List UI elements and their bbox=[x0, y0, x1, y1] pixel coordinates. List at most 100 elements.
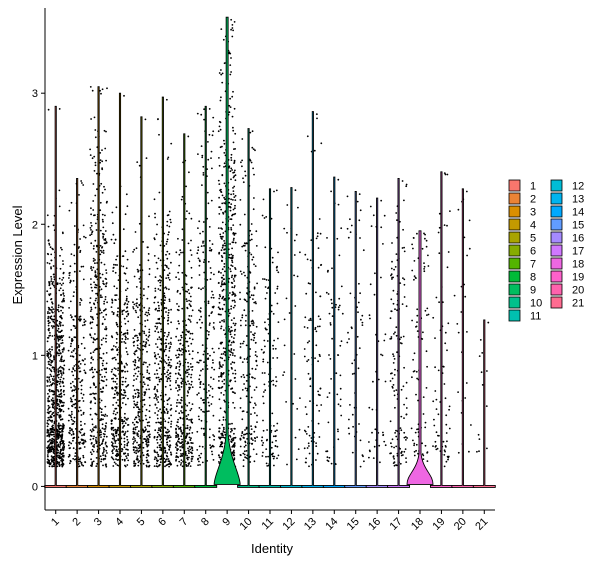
data-point bbox=[84, 320, 87, 322]
data-point bbox=[74, 378, 77, 380]
data-point bbox=[89, 297, 92, 299]
data-point bbox=[213, 273, 215, 276]
data-point bbox=[168, 225, 171, 228]
data-point bbox=[228, 104, 231, 107]
data-point bbox=[347, 236, 350, 239]
data-point bbox=[102, 280, 104, 283]
data-point bbox=[335, 303, 337, 306]
data-point bbox=[401, 180, 404, 182]
data-point bbox=[156, 451, 159, 454]
data-point bbox=[400, 429, 403, 432]
data-point bbox=[314, 326, 317, 329]
data-point bbox=[234, 304, 236, 307]
data-point bbox=[136, 449, 139, 451]
data-point bbox=[208, 331, 210, 333]
data-point bbox=[100, 408, 103, 411]
data-point bbox=[50, 442, 52, 445]
data-point bbox=[52, 403, 55, 406]
data-point bbox=[200, 419, 203, 422]
data-point bbox=[155, 343, 157, 345]
data-point bbox=[132, 436, 135, 439]
data-point bbox=[101, 168, 104, 171]
data-point bbox=[95, 426, 97, 429]
data-point bbox=[168, 434, 171, 437]
data-point bbox=[202, 251, 205, 254]
data-point bbox=[62, 276, 65, 279]
data-point bbox=[168, 417, 171, 420]
data-point bbox=[178, 412, 181, 415]
data-point bbox=[116, 314, 119, 317]
data-point bbox=[113, 242, 116, 245]
x-tick-label: 12 bbox=[280, 516, 297, 533]
data-point bbox=[52, 431, 55, 434]
data-point bbox=[410, 427, 413, 430]
data-point bbox=[138, 408, 141, 411]
data-point bbox=[359, 465, 362, 468]
data-point bbox=[116, 353, 119, 356]
data-point bbox=[218, 157, 220, 159]
data-point bbox=[58, 366, 61, 369]
data-point bbox=[179, 446, 182, 448]
data-point bbox=[70, 201, 73, 204]
data-point bbox=[213, 351, 215, 354]
data-point bbox=[82, 324, 84, 327]
data-point bbox=[202, 165, 205, 168]
data-point bbox=[58, 425, 60, 428]
data-point bbox=[123, 440, 126, 443]
data-point bbox=[105, 362, 108, 365]
data-point bbox=[481, 384, 484, 386]
data-point bbox=[175, 442, 178, 444]
data-point bbox=[69, 300, 72, 303]
data-point bbox=[393, 390, 396, 392]
data-point bbox=[59, 331, 61, 333]
data-point bbox=[51, 465, 54, 467]
data-point bbox=[283, 371, 286, 373]
data-point bbox=[405, 413, 408, 416]
data-point bbox=[70, 416, 73, 419]
data-point bbox=[113, 367, 116, 369]
x-tick-label: 20 bbox=[452, 516, 469, 533]
data-point bbox=[245, 344, 248, 347]
violin-8 bbox=[194, 105, 218, 488]
data-point bbox=[232, 278, 235, 280]
data-point bbox=[46, 353, 49, 355]
data-point bbox=[185, 298, 188, 300]
data-point bbox=[148, 363, 151, 366]
data-point bbox=[59, 324, 62, 327]
data-point bbox=[62, 463, 65, 465]
data-point bbox=[198, 454, 201, 457]
data-point bbox=[189, 448, 192, 451]
data-point bbox=[317, 390, 319, 393]
data-point bbox=[186, 369, 188, 371]
data-point bbox=[170, 308, 173, 311]
data-point bbox=[164, 299, 166, 301]
data-point bbox=[255, 360, 258, 363]
data-point bbox=[445, 414, 448, 417]
data-point bbox=[48, 348, 51, 351]
data-point bbox=[199, 232, 202, 235]
data-point bbox=[219, 375, 222, 378]
data-point bbox=[153, 397, 156, 399]
data-point bbox=[404, 448, 407, 450]
data-point bbox=[242, 342, 244, 345]
data-point bbox=[233, 171, 236, 174]
data-point bbox=[147, 440, 150, 442]
data-point bbox=[121, 430, 124, 433]
data-point bbox=[58, 277, 61, 280]
data-point bbox=[243, 376, 246, 379]
data-point bbox=[51, 302, 54, 305]
data-point bbox=[218, 120, 221, 123]
data-point bbox=[340, 414, 343, 417]
data-point bbox=[72, 437, 75, 439]
data-point bbox=[167, 342, 170, 345]
data-point bbox=[112, 433, 115, 436]
data-point bbox=[230, 366, 233, 369]
data-point bbox=[294, 436, 297, 439]
data-point bbox=[437, 413, 440, 416]
data-point bbox=[421, 442, 423, 445]
data-point bbox=[184, 358, 187, 361]
data-point bbox=[47, 225, 50, 228]
data-point bbox=[266, 438, 268, 441]
data-point bbox=[80, 342, 83, 345]
data-point bbox=[156, 446, 159, 449]
